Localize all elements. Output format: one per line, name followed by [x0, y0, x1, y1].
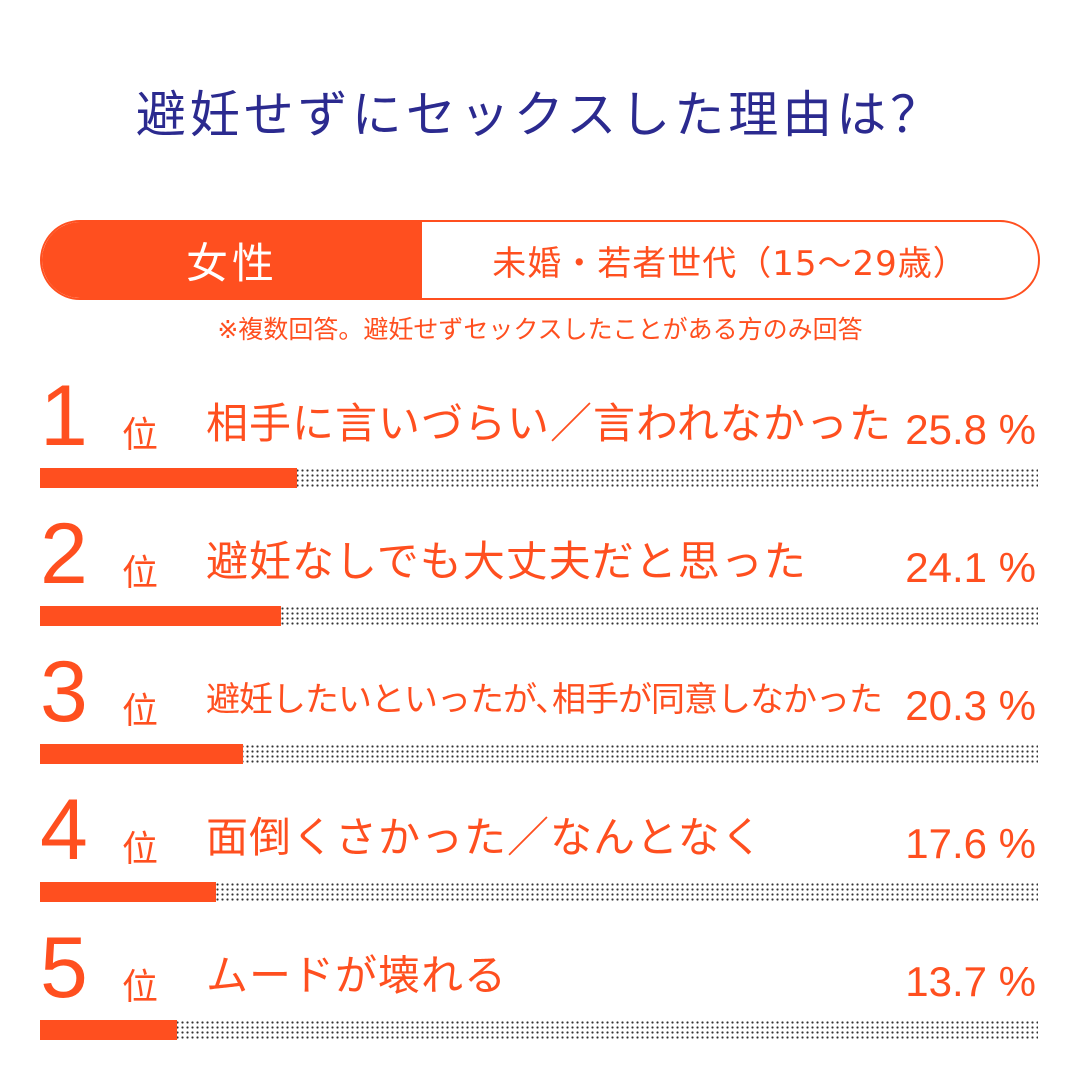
bar-track	[40, 744, 1038, 764]
segment-gender: 女性	[42, 222, 422, 298]
rank-suffix: 位	[122, 829, 159, 870]
bar	[40, 744, 243, 764]
rank-number: 5	[40, 920, 88, 1016]
rank-suffix: 位	[122, 691, 159, 732]
bar	[40, 1020, 177, 1040]
bar	[40, 606, 281, 626]
bar	[40, 468, 298, 488]
rank-number: 2	[40, 506, 88, 602]
ranking-row: 5 位 ムードが壊れる 13.7 %	[0, 920, 1080, 1042]
category-label: 避妊したいといったが､相手が同意しなかった	[206, 680, 883, 720]
value-label: 17.6 %	[905, 820, 1036, 867]
rank-suffix: 位	[122, 967, 159, 1008]
ranking-row: 3 位 避妊したいといったが､相手が同意しなかった 20.3 %	[0, 644, 1080, 766]
value-label: 13.7 %	[905, 958, 1036, 1005]
segment-banner: 女性 未婚・若者世代（15〜29歳）	[40, 220, 1040, 300]
value-label: 24.1 %	[905, 544, 1036, 591]
survey-note: ※複数回答。避妊せずセックスしたことがある方のみ回答	[217, 315, 863, 344]
bar-track	[40, 1020, 1038, 1040]
rank-suffix: 位	[122, 553, 159, 594]
ranking-row: 1 位 相手に言いづらい／言われなかった 25.8 %	[0, 368, 1080, 490]
ranking-row: 2 位 避妊なしでも大丈夫だと思った 24.1 %	[0, 506, 1080, 628]
category-label: 相手に言いづらい／言われなかった	[206, 399, 892, 448]
category-label: 避妊なしでも大丈夫だと思った	[206, 537, 807, 586]
ranking-row: 4 位 面倒くさかった／なんとなく 17.6 %	[0, 782, 1080, 904]
rank-number: 3	[40, 644, 88, 740]
rank-suffix: 位	[122, 415, 159, 456]
value-label: 20.3 %	[905, 682, 1036, 729]
rank-number: 1	[40, 368, 88, 464]
category-label: 面倒くさかった／なんとなく	[206, 813, 764, 862]
category-label: ムードが壊れる	[206, 951, 508, 1000]
segment-group: 未婚・若者世代（15〜29歳）	[492, 243, 968, 284]
chart-title: 避妊せずにセックスした理由は？	[135, 86, 945, 144]
rank-number: 4	[40, 782, 88, 878]
bar-track	[40, 882, 1038, 902]
value-label: 25.8 %	[905, 406, 1036, 453]
bar	[40, 882, 216, 902]
bar-track	[40, 606, 1038, 626]
